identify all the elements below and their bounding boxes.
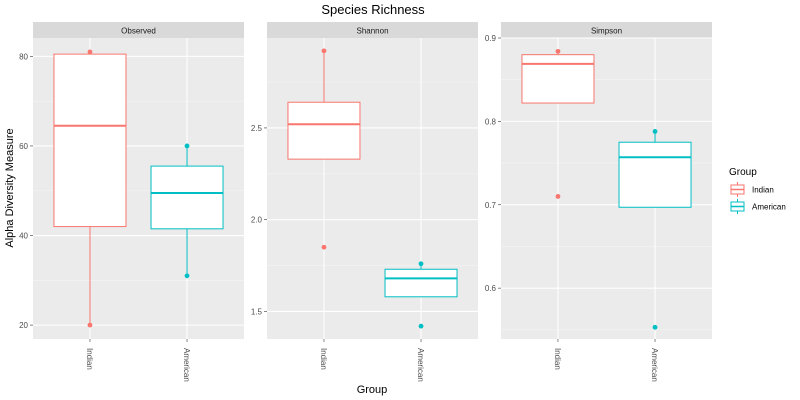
x-tick-label: Indian	[319, 348, 328, 370]
data-point	[418, 323, 424, 329]
boxplot-american	[150, 143, 224, 279]
data-point	[184, 143, 190, 149]
data-point	[418, 261, 424, 267]
data-point	[87, 49, 93, 55]
facet-strip	[33, 22, 244, 38]
facet-panel-shannon: Shannon 1.5 2.0 2.5 Indian American	[251, 22, 478, 382]
y-tick-label: 40	[19, 232, 28, 241]
legend-item-american: American	[729, 198, 786, 215]
data-point	[184, 273, 190, 279]
facet-panel-observed: Observed 20 40 60 80 Indian American	[19, 22, 244, 382]
data-point	[321, 48, 327, 54]
box	[53, 53, 127, 228]
boxplot-american	[384, 261, 458, 329]
legend-label: Indian	[752, 186, 774, 195]
facet-strip	[267, 22, 478, 38]
boxplot-american	[618, 128, 692, 330]
data-point	[555, 194, 561, 199]
data-point	[321, 244, 327, 250]
facet-strip-label: Simpson	[591, 27, 622, 36]
boxplot-indian	[53, 49, 127, 328]
data-point	[555, 48, 561, 54]
y-tick-label: 0.8	[485, 117, 497, 126]
legend-item-indian: Indian	[729, 181, 774, 198]
data-point	[652, 324, 658, 330]
facet-strip	[501, 22, 712, 38]
legend: Group Indian American	[729, 167, 786, 215]
x-tick-label: American	[416, 348, 425, 382]
y-tick-label: 2.5	[251, 124, 263, 133]
x-tick-label: American	[182, 348, 191, 382]
box	[521, 54, 595, 104]
box	[287, 101, 361, 160]
x-axis-title: Group	[357, 384, 388, 396]
boxplot-indian	[521, 48, 595, 199]
legend-label: American	[752, 203, 786, 212]
chart-title: Species Richness	[321, 2, 425, 17]
data-point	[652, 128, 658, 134]
data-point	[87, 322, 93, 328]
facet-panels: Observed 20 40 60 80 Indian American Shannon 1.5…	[19, 22, 712, 382]
box	[384, 268, 458, 298]
facet-strip-label: Observed	[121, 27, 156, 36]
boxplot-indian	[287, 48, 361, 250]
facet-strip-label: Shannon	[356, 27, 388, 36]
y-tick-label: 1.5	[251, 307, 263, 316]
y-axis-title: Alpha Diversity Measure	[4, 128, 16, 247]
box	[618, 141, 692, 208]
y-tick-label: 80	[19, 52, 28, 61]
y-tick-label: 0.7	[485, 201, 497, 210]
y-tick-label: 20	[19, 321, 28, 330]
x-tick-label: Indian	[85, 348, 94, 370]
y-tick-label: 2.0	[251, 216, 263, 225]
legend-title: Group	[729, 167, 757, 178]
facet-panel-simpson: Simpson 0.6 0.7 0.8 0.9 Indian American	[485, 22, 712, 382]
x-tick-label: Indian	[553, 348, 562, 370]
x-tick-label: American	[650, 348, 659, 382]
y-tick-label: 60	[19, 142, 28, 151]
y-tick-label: 0.9	[485, 34, 497, 43]
box	[150, 165, 224, 230]
y-tick-label: 0.6	[485, 284, 497, 293]
